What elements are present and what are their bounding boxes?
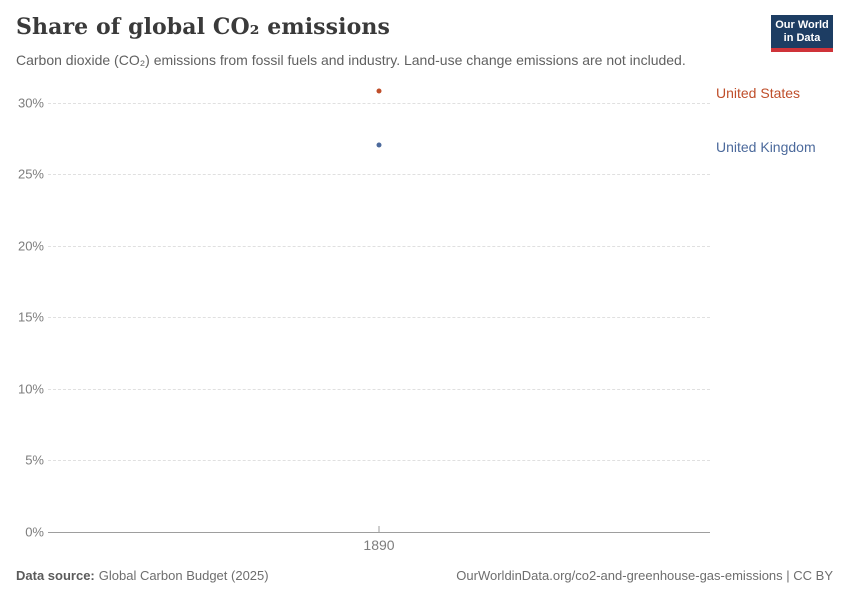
- x-tick-label: 1890: [363, 537, 395, 553]
- data-point-united-states[interactable]: [376, 88, 382, 94]
- series-label-united-kingdom[interactable]: United Kingdom: [716, 138, 816, 155]
- data-source: Data source: Global Carbon Budget (2025): [16, 568, 269, 583]
- gridline-25: [48, 174, 710, 175]
- y-tick-label-15: 15%: [17, 309, 44, 325]
- gridline-20: [48, 245, 710, 247]
- logo-line-1: Our World: [775, 19, 829, 31]
- gridline-30: [48, 102, 710, 104]
- y-tick-label-30: 30%: [17, 95, 44, 110]
- data-source-label: Data source:: [16, 568, 95, 583]
- y-tick-label-5: 5%: [25, 452, 44, 468]
- logo-line-2: in Data: [783, 32, 821, 44]
- y-tick-label-20: 20%: [17, 238, 44, 253]
- owid-logo[interactable]: Our World in Data: [771, 15, 833, 52]
- y-tick-label-0: 0%: [25, 524, 44, 539]
- chart-footer: Data source: Global Carbon Budget (2025) …: [16, 568, 833, 583]
- y-tick-label-25: 25%: [17, 166, 44, 182]
- data-point-united-kingdom[interactable]: [376, 142, 382, 148]
- y-tick-label-10: 10%: [17, 381, 44, 396]
- gridline-5: [48, 460, 710, 461]
- page-title: Share of global CO₂ emissions: [16, 14, 390, 40]
- x-axis-baseline: [48, 531, 710, 533]
- gridline-10: [48, 388, 710, 390]
- attribution: OurWorldinData.org/co2-and-greenhouse-ga…: [456, 568, 833, 583]
- chart-subtitle: Carbon dioxide (CO₂) emissions from foss…: [16, 52, 686, 68]
- series-label-united-states[interactable]: United States: [716, 84, 801, 101]
- x-tick-mark: [378, 526, 380, 532]
- data-source-value: Global Carbon Budget (2025): [98, 568, 269, 583]
- gridline-15: [48, 317, 710, 318]
